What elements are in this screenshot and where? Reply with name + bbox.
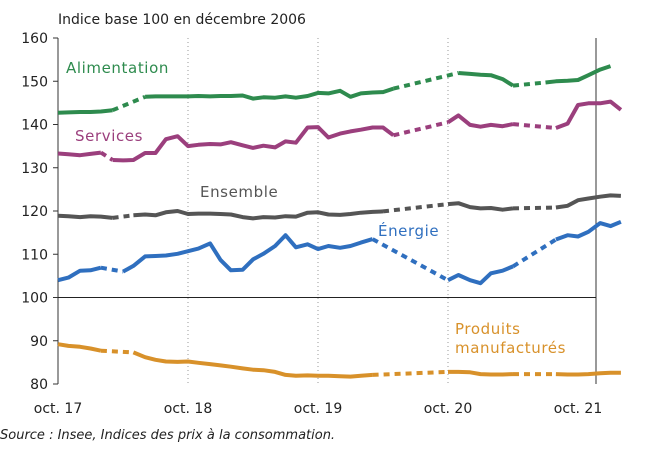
series-line-solid <box>545 64 612 85</box>
series-line-solid <box>555 370 621 377</box>
source-note: Source : Insee, Indices des prix à la co… <box>0 428 336 443</box>
series-line-solid <box>133 209 384 221</box>
series-group <box>57 64 623 379</box>
series-line-dashed <box>112 213 134 220</box>
series-line-solid <box>57 265 102 283</box>
series-line-solid <box>145 86 395 101</box>
y-tick-label: 120 <box>21 204 48 220</box>
series-line-solid <box>555 99 623 130</box>
series-services <box>57 99 623 163</box>
series-line-dashed <box>511 237 557 269</box>
label-ensemble: Ensemble <box>200 183 278 201</box>
series-line-dashed <box>392 120 449 138</box>
series-line-dashed <box>512 122 557 130</box>
series-line-solid <box>132 350 373 379</box>
series-produits-manufactur-s <box>57 342 621 379</box>
series-line-dashed <box>372 369 449 377</box>
series-line-dashed <box>99 150 114 162</box>
label-alimentation: Alimentation <box>66 59 169 77</box>
y-tick-label: 130 <box>21 161 48 177</box>
x-tick-label: oct. 21 <box>554 401 602 417</box>
series-line-solid <box>57 108 113 115</box>
series-line-dashed <box>100 265 124 274</box>
series-line-solid <box>458 71 515 88</box>
series-line-solid <box>57 150 102 158</box>
series-line-dashed <box>512 80 546 88</box>
series-line-solid <box>57 213 113 220</box>
series-line-dashed <box>382 202 449 214</box>
y-tick-label: 100 <box>21 291 48 307</box>
y-tick-label: 80 <box>30 377 48 393</box>
series-line-dashed <box>512 205 556 211</box>
y-tick-label: 160 <box>21 31 48 47</box>
series-line-dashed <box>111 94 146 113</box>
series-ensemble <box>57 193 621 221</box>
x-tick-label: oct. 20 <box>424 401 472 417</box>
series-line-solid <box>447 201 514 212</box>
label-services: Services <box>75 127 143 145</box>
series-line-solid <box>446 113 514 129</box>
series-line-solid <box>555 193 621 210</box>
y-tick-label: 110 <box>21 247 48 263</box>
axis: oct. 17 oct. 18 oct. 19 oct. 20 oct. 21 80 90 1… <box>21 31 602 417</box>
series-alimentation <box>57 64 612 115</box>
label-produits-line1: Produits <box>455 320 521 338</box>
x-tick-label: oct. 18 <box>164 401 212 417</box>
y-tick-label: 150 <box>21 74 48 90</box>
series-line-solid <box>447 264 514 286</box>
y-tick-label: 90 <box>30 334 48 350</box>
x-tick-label: oct. 17 <box>34 401 82 417</box>
series-line-dashed <box>392 71 459 91</box>
series-line-dashed <box>100 348 134 355</box>
series--nergie <box>57 219 622 286</box>
series-line-solid <box>57 342 102 353</box>
series-line-dashed <box>371 237 449 282</box>
label-energie: Énergie <box>378 221 439 240</box>
x-tick-label: oct. 19 <box>294 401 342 417</box>
y-tick-label: 140 <box>21 118 48 134</box>
series-line-solid <box>448 369 514 377</box>
label-produits-line2: manufacturés <box>455 339 566 357</box>
chart-title: Indice base 100 en décembre 2006 <box>58 12 306 28</box>
series-line-solid <box>112 125 395 163</box>
series-line-solid <box>122 233 374 274</box>
series-line-solid <box>555 219 622 242</box>
